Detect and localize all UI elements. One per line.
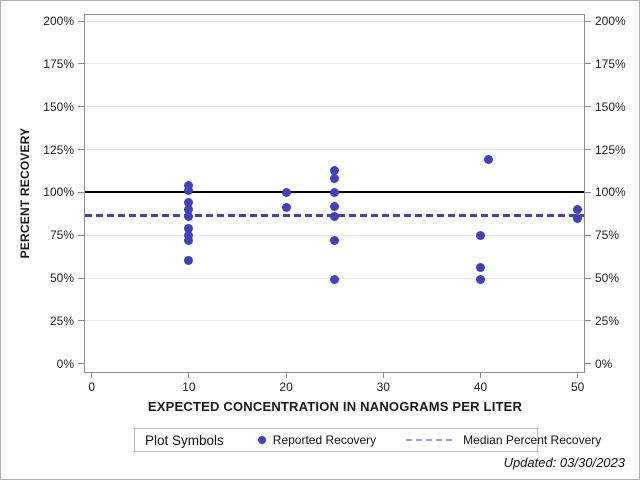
- y-tick-label: 50%: [595, 271, 620, 286]
- data-point: [281, 187, 291, 197]
- x-tick: [577, 373, 578, 378]
- gridline: [85, 106, 584, 107]
- y-tick-label: 50%: [49, 271, 74, 286]
- data-point: [476, 230, 485, 240]
- data-point: [184, 180, 194, 190]
- y-tick-label: 175%: [43, 56, 74, 71]
- data-point: [184, 256, 194, 266]
- x-tick-label: 20: [279, 380, 293, 394]
- data-point: [184, 230, 194, 240]
- y-tick-label: 0%: [595, 356, 613, 371]
- y-tick: [78, 21, 84, 22]
- y-tick: [78, 235, 84, 236]
- data-point: [184, 204, 194, 214]
- y-tick: [585, 63, 591, 64]
- y-tick-label: 0%: [56, 356, 74, 371]
- y-tick-label: 100%: [595, 185, 626, 200]
- x-tick-label: 30: [376, 380, 390, 394]
- y-tick: [585, 106, 591, 107]
- gridline: [85, 149, 584, 150]
- x-tick-label: 10: [182, 380, 196, 394]
- x-tick: [480, 373, 481, 378]
- data-point: [573, 204, 583, 214]
- data-point: [483, 155, 493, 165]
- y-tick: [78, 363, 84, 364]
- y-tick-label: 200%: [595, 14, 626, 28]
- legend-entry-median-recovery: Median Percent Recovery: [406, 433, 601, 447]
- y-tick-label: 200%: [43, 14, 74, 28]
- gridline: [85, 320, 584, 321]
- gridline: [85, 63, 584, 64]
- data-point: [573, 213, 583, 223]
- y-tick-label: 25%: [49, 313, 74, 328]
- x-tick: [91, 373, 92, 378]
- legend-title: Plot Symbols: [145, 432, 224, 448]
- data-point: [184, 235, 194, 245]
- data-point: [330, 201, 340, 211]
- y-tick-label: 175%: [595, 56, 626, 71]
- x-tick: [383, 373, 384, 378]
- gridline: [85, 21, 584, 22]
- y-tick: [585, 21, 591, 22]
- data-point: [281, 203, 291, 213]
- y-tick-label: 125%: [595, 142, 626, 157]
- data-point: [184, 223, 194, 233]
- y-tick: [78, 192, 84, 193]
- data-point: [330, 187, 340, 197]
- data-point: [330, 235, 340, 245]
- y-tick: [78, 106, 84, 107]
- data-point: [330, 275, 340, 285]
- y-tick: [585, 278, 591, 279]
- y-tick: [78, 320, 84, 321]
- data-point: [184, 211, 194, 221]
- y-tick: [585, 149, 591, 150]
- legend: Plot Symbols Reported Recovery Median Pe…: [134, 428, 601, 452]
- y-tick-label: 25%: [595, 313, 620, 328]
- y-tick-label: 100%: [43, 185, 74, 200]
- y-tick: [585, 320, 591, 321]
- gridline: [85, 235, 584, 236]
- x-tick: [188, 373, 189, 378]
- scatter-marker-icon: [257, 436, 266, 444]
- y-tick-label: 150%: [595, 99, 626, 114]
- y-tick: [585, 235, 591, 236]
- data-point: [330, 165, 340, 175]
- dashed-line-icon: [406, 439, 455, 441]
- y-tick: [78, 278, 84, 279]
- legend-entry-reported-recovery: Reported Recovery: [257, 433, 377, 447]
- y-tick: [585, 192, 591, 193]
- updated-timestamp: Updated: 03/30/2023: [503, 455, 625, 470]
- x-axis-title: EXPECTED CONCENTRATION IN NANOGRAMS PER …: [147, 399, 523, 414]
- legend-entry-label: Median Percent Recovery: [463, 433, 602, 447]
- y-tick-label: 150%: [43, 99, 74, 114]
- x-tick-label: 40: [473, 380, 488, 394]
- data-point: [184, 198, 194, 208]
- data-point: [476, 275, 485, 285]
- y-tick-label: 75%: [49, 228, 74, 243]
- y-tick: [585, 363, 591, 364]
- x-tick: [286, 373, 287, 378]
- y-tick-label: 75%: [595, 228, 620, 243]
- legend-entry-label: Reported Recovery: [272, 433, 377, 447]
- x-tick-label: 0: [88, 380, 96, 394]
- y-tick: [78, 149, 84, 150]
- y-tick-label: 125%: [43, 142, 74, 157]
- x-tick-label: 50: [571, 380, 585, 394]
- data-point: [184, 186, 194, 196]
- y-axis-title: PERCENT RECOVERY: [18, 127, 32, 259]
- y-tick: [78, 63, 84, 64]
- data-point: [330, 211, 340, 221]
- data-point: [476, 263, 485, 273]
- data-point: [330, 174, 340, 184]
